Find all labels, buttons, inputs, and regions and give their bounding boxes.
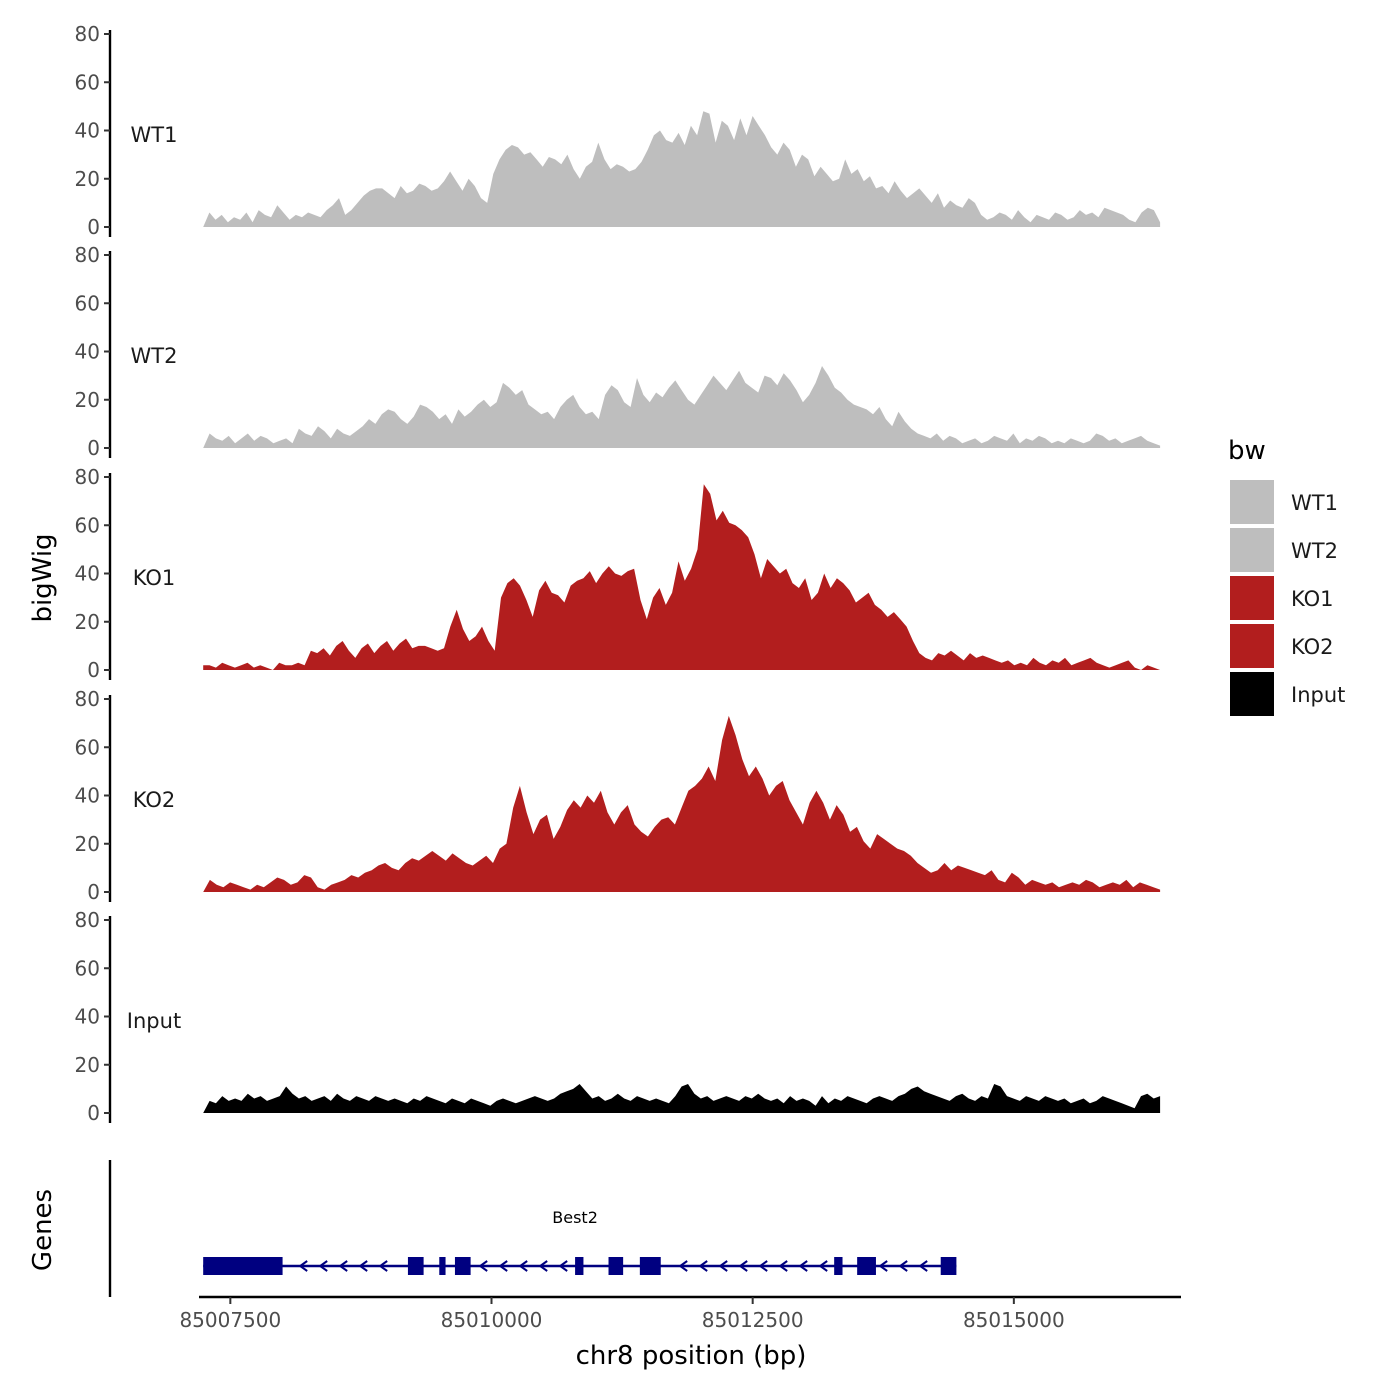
y-tick-label: 40	[75, 340, 100, 364]
strand-arrow-icon	[718, 1260, 728, 1272]
strand-arrow-icon	[338, 1260, 348, 1272]
track-ko1: 0 20 40 60 80 KO1	[75, 465, 1161, 682]
x-axis-title: chr8 position (bp)	[576, 1341, 807, 1371]
strand-arrow-icon	[818, 1260, 828, 1272]
y-tick-label: 40	[75, 119, 100, 143]
track-ko2: 0 20 40 60 80 KO2	[75, 687, 1161, 904]
y-tick-label: 40	[75, 562, 100, 586]
gene-exon	[407, 1257, 424, 1275]
coverage-area-input	[203, 1084, 1161, 1113]
gene-exon	[575, 1257, 584, 1275]
strand-arrow-icon	[918, 1260, 928, 1272]
track-label: Input	[127, 1009, 181, 1033]
legend-label-wt1: WT1	[1291, 491, 1338, 515]
track-label: KO1	[133, 566, 176, 590]
legend-label-ko1: KO1	[1291, 587, 1334, 611]
legend: bw WT1 WT2 KO1 KO2 Input	[1228, 436, 1345, 716]
y-tick-label: 40	[75, 784, 100, 808]
y-tick-label: 40	[75, 1005, 100, 1029]
coverage-area-wt2	[203, 366, 1161, 448]
legend-label-input: Input	[1291, 683, 1345, 707]
genes-panel: Best2	[108, 1160, 957, 1297]
strand-arrow-icon	[518, 1260, 528, 1272]
gene-exon	[834, 1257, 843, 1275]
strand-arrow-icon	[358, 1260, 368, 1272]
coverage-area-ko2	[203, 715, 1161, 892]
gene-exon	[639, 1257, 661, 1275]
y-tick-label: 20	[75, 388, 100, 412]
strand-arrow-icon	[758, 1260, 768, 1272]
strand-arrow-icon	[738, 1260, 748, 1272]
y-tick-label: 0	[87, 1101, 100, 1125]
strand-arrow-icon	[898, 1260, 908, 1272]
gene-exon	[857, 1257, 876, 1275]
y-tick-label: 20	[75, 610, 100, 634]
legend-label-ko2: KO2	[1291, 635, 1334, 659]
strand-arrow-icon	[318, 1260, 328, 1272]
y-tick-label: 60	[75, 70, 100, 94]
gene-exon	[454, 1257, 471, 1275]
strand-arrow-icon	[558, 1260, 568, 1272]
y-tick-label: 20	[75, 1053, 100, 1077]
y-axis-title: bigWig	[28, 533, 58, 622]
track-wt1: 0 20 40 60 80 WT1	[75, 22, 1161, 239]
strand-arrow-icon	[678, 1260, 688, 1272]
legend-swatch-wt1	[1230, 480, 1274, 524]
strand-arrow-icon	[478, 1260, 488, 1272]
x-tick-label: 85012500	[702, 1308, 804, 1332]
y-tick-label: 20	[75, 167, 100, 191]
y-tick-label: 60	[75, 956, 100, 980]
strand-arrow-icon	[778, 1260, 788, 1272]
tracks-layer: 0 20 40 60 80 WT1 0 20 40 60 80 WT2 0 20 40 60 80 KO1 0 20 4…	[75, 22, 1161, 1125]
strand-arrow-icon	[698, 1260, 708, 1272]
y-tick-label: 60	[75, 513, 100, 537]
y-tick-label: 80	[75, 465, 100, 489]
y-tick-label: 0	[87, 215, 100, 239]
track-label: WT1	[131, 123, 178, 147]
gene-name-label: Best2	[552, 1208, 598, 1227]
x-tick-label: 85010000	[441, 1308, 543, 1332]
legend-label-wt2: WT2	[1291, 539, 1338, 563]
legend-swatch-input	[1230, 672, 1274, 716]
y-tick-label: 80	[75, 687, 100, 711]
gene-exon	[608, 1257, 624, 1275]
legend-swatch-ko1	[1230, 576, 1274, 620]
gene-exon	[940, 1257, 957, 1275]
y-tick-label: 0	[87, 436, 100, 460]
legend-swatch-ko2	[1230, 624, 1274, 668]
legend-title: bw	[1228, 436, 1266, 466]
track-label: WT2	[131, 344, 178, 368]
x-axis: 85007500 85010000 85012500 85015000	[179, 1295, 1181, 1332]
strand-arrow-icon	[538, 1260, 548, 1272]
gene-exon	[203, 1257, 283, 1275]
y-tick-label: 0	[87, 880, 100, 904]
x-tick-label: 85007500	[179, 1308, 281, 1332]
y-tick-label: 0	[87, 658, 100, 682]
legend-swatch-wt2	[1230, 528, 1274, 572]
track-wt2: 0 20 40 60 80 WT2	[75, 243, 1161, 460]
strand-arrow-icon	[298, 1260, 308, 1272]
strand-arrow-icon	[378, 1260, 388, 1272]
x-tick-label: 85015000	[963, 1308, 1065, 1332]
track-input: 0 20 40 60 80 Input	[75, 908, 1161, 1125]
y-tick-label: 60	[75, 735, 100, 759]
y-tick-label: 60	[75, 291, 100, 315]
genes-axis-title: Genes	[28, 1189, 58, 1271]
gene-exon	[439, 1257, 446, 1275]
y-tick-label: 80	[75, 908, 100, 932]
coverage-area-wt1	[203, 111, 1161, 227]
y-tick-label: 20	[75, 832, 100, 856]
y-tick-label: 80	[75, 243, 100, 267]
coverage-area-ko1	[203, 484, 1161, 670]
strand-arrow-icon	[498, 1260, 508, 1272]
strand-arrow-icon	[798, 1260, 808, 1272]
strand-arrow-icon	[878, 1260, 888, 1272]
y-tick-label: 80	[75, 22, 100, 46]
track-label: KO2	[133, 788, 176, 812]
